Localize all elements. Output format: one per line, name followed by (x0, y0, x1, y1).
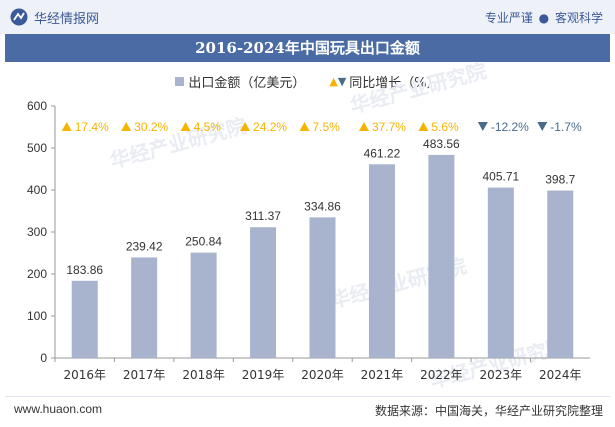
footer-website[interactable]: www.huaon.com (14, 402, 103, 416)
y-tick-label: 100 (27, 309, 47, 323)
bar-value-label: 398.7 (545, 173, 575, 187)
slogan: 专业严谨 ● 客观科学 (485, 9, 603, 26)
growth-value-label: -12.2% (491, 120, 529, 134)
bar-value-label: 461.22 (364, 146, 401, 160)
x-tick-label: 2017年 (123, 368, 166, 382)
growth-up-marker (240, 122, 251, 131)
brand-name: 华经情报网 (34, 11, 100, 27)
slogan-dot: ● (538, 11, 550, 25)
growth-up-marker (299, 122, 310, 131)
growth-up-marker (180, 122, 191, 131)
x-tick-label: 2024年 (539, 368, 582, 382)
triangle-down-icon: ▼ (337, 74, 347, 88)
legend-label-export: 出口金额（亿美元） (188, 75, 306, 91)
bar-5 (368, 164, 395, 358)
bar-0 (71, 280, 98, 358)
bar-3 (250, 227, 277, 358)
y-tick-label: 300 (27, 225, 47, 239)
triangle-up-icon: ▲ (329, 74, 338, 88)
y-tick-label: 600 (27, 99, 47, 113)
footer-source: 数据来源：中国海关，华经产业研究院整理 (374, 404, 603, 418)
growth-value-label: 7.5% (313, 120, 341, 134)
growth-value-label: 17.4% (75, 120, 109, 134)
bar-value-label: 250.84 (185, 235, 222, 249)
bar-2 (190, 252, 217, 358)
growth-up-marker (418, 122, 429, 131)
slogan-right: 客观科学 (554, 11, 603, 25)
header-bar: 华经情报网 专业严谨 ● 客观科学 (0, 0, 615, 34)
growth-value-label: 4.5% (194, 120, 222, 134)
growth-down-marker (537, 122, 548, 131)
bar-value-label: 483.56 (423, 137, 460, 151)
bar-8 (547, 190, 574, 358)
x-tick-label: 2023年 (480, 368, 523, 382)
bar-value-label: 311.37 (245, 209, 281, 223)
bar-value-label: 239.42 (126, 239, 163, 253)
growth-up-marker (121, 122, 132, 131)
x-tick-label: 2018年 (182, 368, 225, 382)
growth-value-label: 30.2% (134, 120, 168, 134)
bar-1 (131, 257, 158, 358)
bar-4 (309, 217, 336, 358)
growth-value-label: -1.7% (550, 120, 582, 134)
watermark-text-1: 华经产业研究院 (347, 59, 488, 118)
growth-value-label: 5.6% (431, 120, 459, 134)
growth-value-label: 24.2% (253, 120, 287, 134)
bar-value-label: 405.71 (482, 170, 519, 184)
slogan-left: 专业严谨 (484, 11, 533, 25)
brand-logo-icon (10, 8, 28, 26)
x-tick-label: 2020年 (301, 368, 344, 382)
x-tick-label: 2022年 (420, 368, 463, 382)
growth-down-marker (477, 122, 488, 131)
bar-value-label: 183.86 (66, 263, 103, 277)
x-tick-label: 2021年 (361, 368, 404, 382)
chart-title: 2016-2024年中国玩具出口金额 (5, 34, 610, 62)
y-tick-label: 200 (27, 267, 47, 281)
bar-value-label: 334.86 (304, 199, 341, 213)
x-tick-label: 2019年 (242, 368, 285, 382)
bar-6 (428, 154, 455, 358)
growth-value-label: 37.7% (372, 120, 406, 134)
x-tick-label: 2016年 (63, 368, 106, 382)
y-tick-label: 500 (27, 141, 47, 155)
bar-7 (487, 187, 514, 358)
growth-up-marker (61, 122, 72, 131)
footer-divider (5, 396, 610, 397)
watermark-text-0: 华经产业研究院 (107, 114, 248, 173)
brand-logo-group[interactable]: 华经情报网 (10, 8, 100, 27)
growth-up-marker (358, 122, 369, 131)
y-tick-label: 0 (40, 351, 47, 365)
chart-legend: 出口金额（亿美元） ▲ ▼ 同比增长（%） (0, 72, 615, 91)
legend-item-export: 出口金额（亿美元） (175, 72, 305, 91)
legend-swatch-bar (175, 76, 185, 86)
legend-label-growth: 同比增长（%） (349, 75, 440, 91)
legend-item-growth: ▲ ▼ 同比增长（%） (329, 72, 439, 91)
y-tick-label: 400 (27, 183, 47, 197)
